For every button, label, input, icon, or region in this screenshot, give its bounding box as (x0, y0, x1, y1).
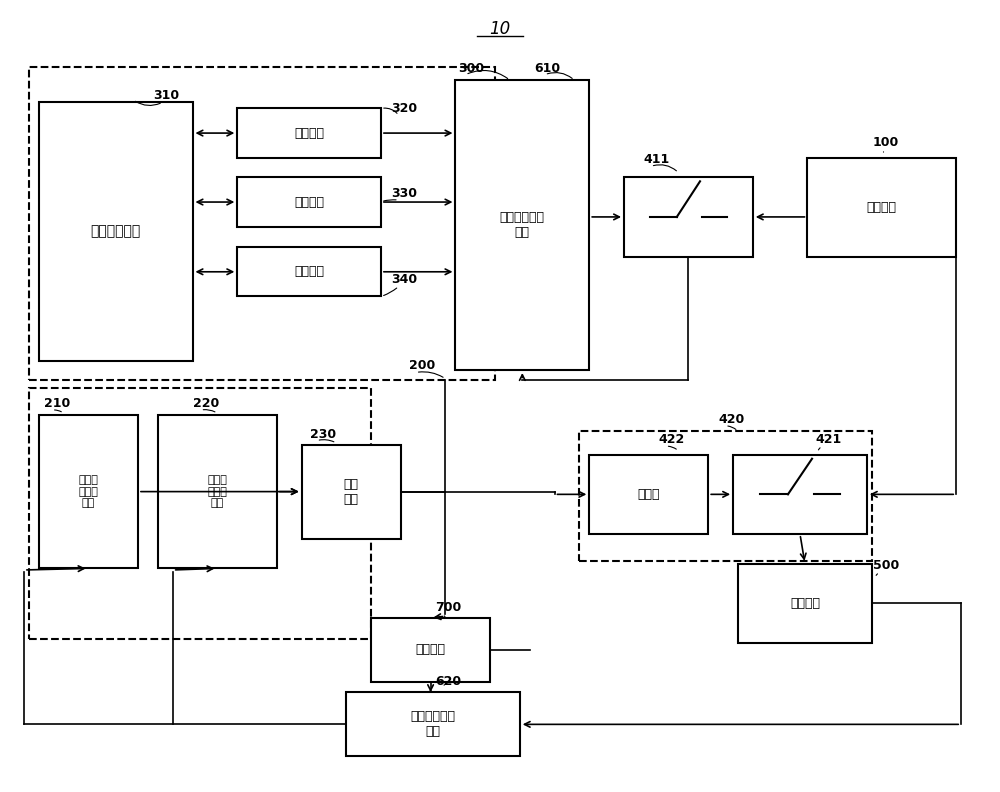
Text: 第二温
度检测
装置: 第二温 度检测 装置 (207, 475, 227, 508)
Text: 中央处理芯片: 中央处理芯片 (91, 224, 141, 238)
Text: 第一电源控制
装置: 第一电源控制 装置 (500, 211, 545, 239)
Bar (237, 247, 381, 296)
Text: 220: 220 (193, 397, 219, 410)
Bar (237, 177, 381, 227)
Bar (29, 388, 371, 639)
Bar (237, 109, 381, 158)
Text: 230: 230 (310, 428, 336, 440)
Text: 编程芯片: 编程芯片 (294, 196, 324, 208)
Text: 第一温
度检测
装置: 第一温 度检测 装置 (79, 475, 98, 508)
Bar (455, 80, 589, 370)
Text: 反相器: 反相器 (637, 488, 660, 501)
Bar (807, 158, 956, 257)
Text: 500: 500 (873, 559, 899, 573)
Text: 10: 10 (489, 21, 511, 38)
Text: 加热负载: 加热负载 (790, 597, 820, 610)
Bar (589, 455, 708, 534)
Text: 422: 422 (659, 433, 685, 446)
Bar (158, 415, 277, 569)
Bar (29, 67, 495, 380)
Bar (302, 444, 401, 539)
Bar (371, 618, 490, 682)
Text: 通信芯片: 通信芯片 (294, 265, 324, 278)
Text: 第二电源控制
装置: 第二电源控制 装置 (411, 710, 456, 738)
Bar (579, 432, 872, 561)
Bar (346, 692, 520, 756)
Text: 210: 210 (44, 397, 70, 410)
Bar (39, 102, 193, 360)
Bar (738, 564, 872, 643)
Bar (39, 415, 138, 569)
Text: 330: 330 (391, 187, 417, 200)
Text: 报警装置: 报警装置 (416, 643, 446, 657)
Text: 700: 700 (436, 601, 462, 614)
Text: 300: 300 (458, 62, 484, 74)
Text: 610: 610 (535, 62, 561, 74)
Text: 100: 100 (873, 136, 899, 149)
Text: 411: 411 (644, 154, 670, 166)
Text: 620: 620 (436, 675, 462, 687)
Text: 与门
电路: 与门 电路 (344, 478, 359, 505)
Bar (624, 177, 753, 257)
Text: 320: 320 (391, 102, 417, 116)
Text: 存储芯片: 存储芯片 (294, 127, 324, 139)
Text: 340: 340 (391, 273, 417, 286)
Bar (733, 455, 867, 534)
Text: 200: 200 (409, 360, 435, 372)
Text: 421: 421 (815, 433, 842, 446)
Text: 420: 420 (718, 413, 744, 426)
Text: 310: 310 (153, 89, 179, 102)
Text: 供电电源: 供电电源 (867, 200, 897, 214)
